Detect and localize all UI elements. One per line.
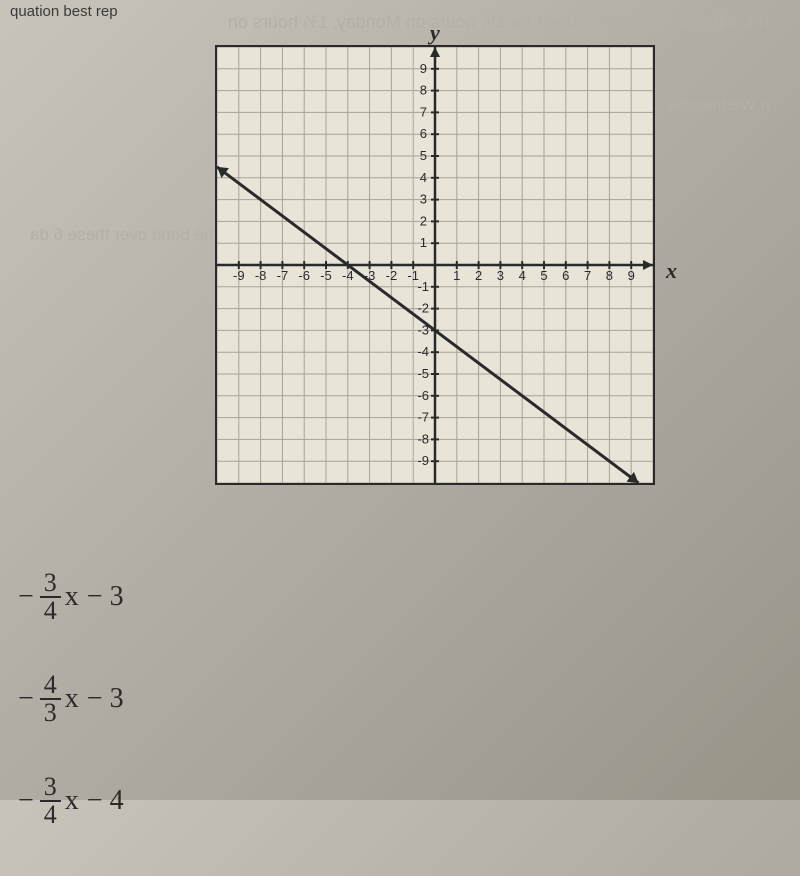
svg-text:9: 9 bbox=[628, 268, 635, 283]
answer-option-a: − 3 4 x − 3 bbox=[18, 570, 124, 624]
svg-text:-2: -2 bbox=[386, 268, 398, 283]
variable: x bbox=[65, 581, 79, 613]
svg-text:2: 2 bbox=[420, 213, 427, 228]
svg-text:8: 8 bbox=[606, 268, 613, 283]
svg-text:-4: -4 bbox=[342, 268, 354, 283]
y-axis-label: y bbox=[430, 20, 440, 46]
answer-option-c: − 3 4 x − 4 bbox=[18, 774, 124, 828]
bleed-through-text: res will practice with his band for 1½ h… bbox=[228, 12, 770, 33]
svg-text:-9: -9 bbox=[417, 453, 429, 468]
svg-text:-8: -8 bbox=[417, 431, 429, 446]
svg-text:-1: -1 bbox=[417, 279, 429, 294]
fraction: 4 3 bbox=[40, 672, 61, 726]
fraction: 3 4 bbox=[40, 774, 61, 828]
svg-text:1: 1 bbox=[453, 268, 460, 283]
svg-text:-7: -7 bbox=[277, 268, 289, 283]
numerator: 4 bbox=[40, 672, 61, 700]
svg-text:-4: -4 bbox=[417, 344, 429, 359]
negative-sign: − bbox=[18, 785, 34, 817]
denominator: 4 bbox=[40, 802, 61, 828]
graph-svg: 1-11-12-22-23-33-34-44-45-55-56-66-67-77… bbox=[217, 47, 653, 483]
svg-text:7: 7 bbox=[420, 104, 427, 119]
constant: − 4 bbox=[87, 785, 124, 817]
denominator: 3 bbox=[40, 700, 61, 726]
numerator: 3 bbox=[40, 774, 61, 802]
svg-text:-9: -9 bbox=[233, 268, 245, 283]
constant: − 3 bbox=[87, 581, 124, 613]
svg-text:-6: -6 bbox=[298, 268, 310, 283]
negative-sign: − bbox=[18, 581, 34, 613]
svg-text:-6: -6 bbox=[417, 388, 429, 403]
svg-text:5: 5 bbox=[420, 148, 427, 163]
fraction: 3 4 bbox=[40, 570, 61, 624]
numerator: 3 bbox=[40, 570, 61, 598]
svg-text:7: 7 bbox=[584, 268, 591, 283]
svg-text:4: 4 bbox=[519, 268, 526, 283]
svg-text:6: 6 bbox=[562, 268, 569, 283]
svg-text:8: 8 bbox=[420, 83, 427, 98]
coordinate-graph: 1-11-12-22-23-33-34-44-45-55-56-66-67-77… bbox=[215, 45, 655, 485]
svg-text:3: 3 bbox=[497, 268, 504, 283]
x-axis-label: x bbox=[666, 258, 677, 284]
svg-text:-5: -5 bbox=[320, 268, 332, 283]
svg-text:-8: -8 bbox=[255, 268, 267, 283]
constant: − 3 bbox=[87, 683, 124, 715]
question-fragment: quation best rep bbox=[10, 3, 118, 20]
svg-text:2: 2 bbox=[475, 268, 482, 283]
svg-text:3: 3 bbox=[420, 192, 427, 207]
svg-text:9: 9 bbox=[420, 61, 427, 76]
svg-text:1: 1 bbox=[420, 235, 427, 250]
svg-text:-2: -2 bbox=[417, 301, 429, 316]
svg-text:5: 5 bbox=[540, 268, 547, 283]
answer-option-b: − 4 3 x − 3 bbox=[18, 672, 124, 726]
svg-text:-7: -7 bbox=[417, 410, 429, 425]
svg-text:-5: -5 bbox=[417, 366, 429, 381]
answer-options: − 3 4 x − 3 − 4 3 x − 3 − 3 4 x − 4 bbox=[18, 570, 124, 876]
variable: x bbox=[65, 683, 79, 715]
variable: x bbox=[65, 785, 79, 817]
svg-text:4: 4 bbox=[420, 170, 427, 185]
svg-text:6: 6 bbox=[420, 126, 427, 141]
denominator: 4 bbox=[40, 598, 61, 624]
negative-sign: − bbox=[18, 683, 34, 715]
